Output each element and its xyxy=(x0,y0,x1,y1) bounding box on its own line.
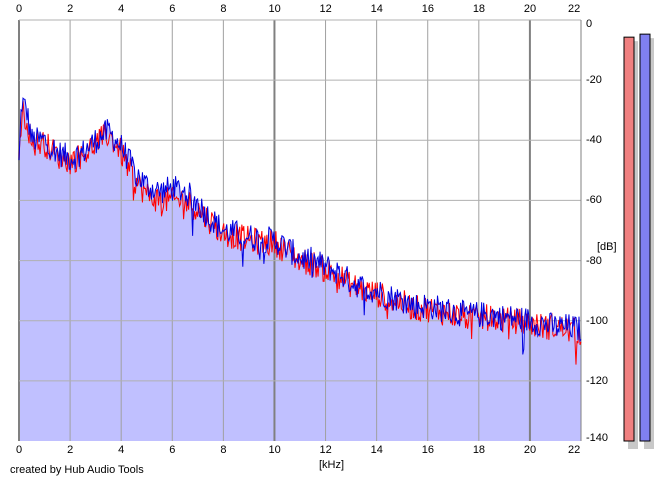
x-tick-label-bottom: 4 xyxy=(118,444,125,456)
spectrum-fill xyxy=(19,98,581,441)
x-tick-label-top: 4 xyxy=(118,3,125,15)
x-tick-label-bottom: 22 xyxy=(568,444,581,456)
x-tick-label-bottom: 0 xyxy=(16,444,23,456)
x-tick-label-top: 2 xyxy=(67,3,74,15)
y-tick-label: -60 xyxy=(586,194,602,207)
y-tick-label: -100 xyxy=(586,314,609,327)
credit-text: created by Hub Audio Tools xyxy=(10,464,144,476)
y-tick-label: -40 xyxy=(586,134,602,147)
x-axis-label: [kHz] xyxy=(319,459,345,471)
x-tick-label-bottom: 14 xyxy=(370,444,383,456)
x-tick-label-bottom: 16 xyxy=(421,444,434,456)
x-tick-label-top: 10 xyxy=(268,3,281,15)
x-tick-label-top: 20 xyxy=(523,3,537,15)
x-tick-label-top: 16 xyxy=(421,3,434,15)
x-tick-label-bottom: 18 xyxy=(472,444,486,456)
y-tick-label: -120 xyxy=(586,374,609,387)
y-tick-label: 0 xyxy=(586,18,593,30)
y-tick-label: -80 xyxy=(586,254,602,267)
level-meter-left xyxy=(623,36,635,442)
x-tick-label-top: 18 xyxy=(472,3,486,15)
x-tick-label-bottom: 2 xyxy=(67,444,74,456)
x-tick-label-bottom: 12 xyxy=(319,444,332,456)
x-tick-label-top: 0 xyxy=(16,3,23,15)
x-tick-label-top: 6 xyxy=(169,3,176,15)
y-tick-label: -140 xyxy=(586,432,609,444)
x-tick-label-bottom: 20 xyxy=(523,444,537,456)
y-axis-label: [dB] xyxy=(597,241,617,253)
x-tick-label-top: 12 xyxy=(319,3,332,15)
x-tick-label-bottom: 8 xyxy=(220,444,227,456)
x-tick-label-bottom: 6 xyxy=(169,444,176,456)
x-tick-label-top: 8 xyxy=(220,3,227,15)
y-tick-label: -20 xyxy=(586,74,602,87)
x-tick-label-top: 22 xyxy=(568,3,581,15)
series-line-blue xyxy=(18,97,582,355)
level-meter-right xyxy=(639,33,651,442)
x-tick-label-bottom: 10 xyxy=(268,444,281,456)
x-tick-label-top: 14 xyxy=(370,3,383,15)
